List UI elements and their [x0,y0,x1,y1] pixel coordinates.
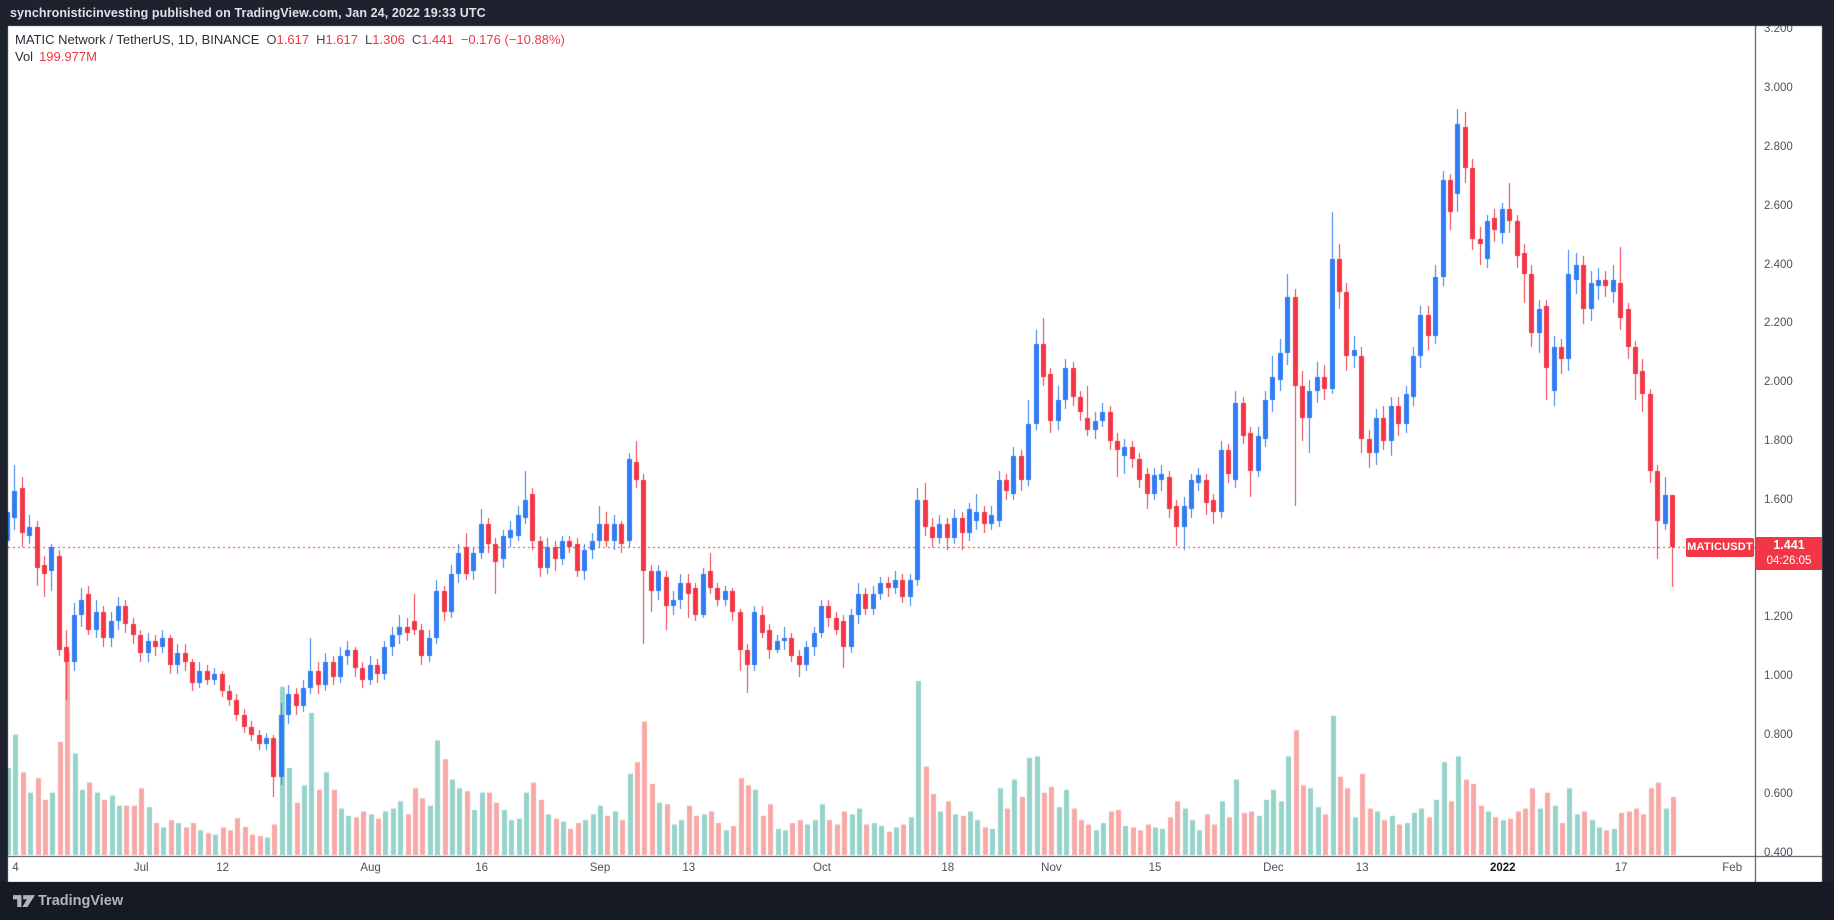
time-tick-label: 18 [941,862,955,874]
price-tick-label: 1.800 [1764,434,1793,447]
price-tick-label: 1.200 [1764,611,1793,624]
price-tick-label: 2.600 [1764,199,1793,212]
high-label: H [316,32,326,47]
last-price-value: 1.441 [1773,538,1805,552]
volume-value: 199.977M [39,49,97,64]
time-tick-label: 15 [1148,862,1162,874]
high-value: 1.617 [325,32,359,47]
time-tick-label: Aug [360,862,381,874]
price-tick-label: 0.600 [1764,787,1793,800]
time-tick-label: 16 [475,862,488,874]
open-label: O [266,32,277,47]
time-tick-label: Oct [813,862,831,874]
low-value: 1.306 [372,32,405,47]
time-tick-label: 2022 [1490,862,1516,874]
price-tick-label: 2.200 [1764,317,1793,330]
time-tick-label: 4 [12,862,19,874]
ohlc-legend: MATIC Network / TetherUS, 1D, BINANCE O1.… [15,31,565,65]
price-tick-label: 1.600 [1764,493,1793,506]
time-tick-label: 12 [216,862,229,874]
close-value: 1.441 [421,32,454,47]
time-tick-label: Feb [1722,862,1743,874]
time-tick-label: Dec [1263,862,1284,874]
volume-label: Vol [15,49,34,64]
publish-banner: synchronisticinvesting published on Trad… [10,6,486,20]
time-tick-label: Jul [133,862,149,874]
time-tick-label: Nov [1041,862,1062,874]
price-tick-label: 2.400 [1764,258,1793,271]
tradingview-brand-text[interactable]: TradingView [38,893,124,909]
price-tick-label: 0.800 [1764,728,1793,741]
time-axis[interactable]: 4 Jul 12 Aug 16 Sep 13 Oct 18 Nov 15 Dec 13 2022 17 Feb [8,856,1822,882]
last-price-badge: 1.441 04:26:05 [1756,537,1822,570]
time-tick-label: Sep [589,862,611,874]
low-label: L [365,32,373,47]
close-label: C [411,32,422,47]
price-tick-label: 3.000 [1764,82,1793,95]
price-tick-label: 1.000 [1764,670,1793,683]
legend-symbol-row: MATIC Network / TetherUS, 1D, BINANCE O1.… [15,31,565,48]
price-axis[interactable]: 3.200 3.000 2.800 2.600 2.400 2.200 2.000 1.800… [1756,26,1822,882]
open-value: 1.617 [276,32,310,47]
price-tick-label: 0.400 [1764,846,1793,859]
legend-volume-row: Vol 199.977M [15,48,565,65]
bar-countdown: 04:26:05 [1766,555,1812,567]
time-tick-label: 17 [1614,862,1628,874]
tradingview-logo-icon[interactable] [13,894,35,909]
footer-bar: TradingView [0,882,1834,920]
price-tick-label: 2.000 [1764,376,1793,389]
price-tick-label: 3.200 [1764,26,1793,36]
time-tick-label: 13 [1355,862,1369,874]
time-tick-label: 13 [682,862,696,874]
price-tick-label: 2.800 [1764,140,1793,153]
symbol-title: MATIC Network / TetherUS, 1D, BINANCE [15,32,260,47]
change-value: −0.176 (−10.88%) [460,32,565,47]
symbol-price-label: MATICUSDT [1686,538,1754,557]
